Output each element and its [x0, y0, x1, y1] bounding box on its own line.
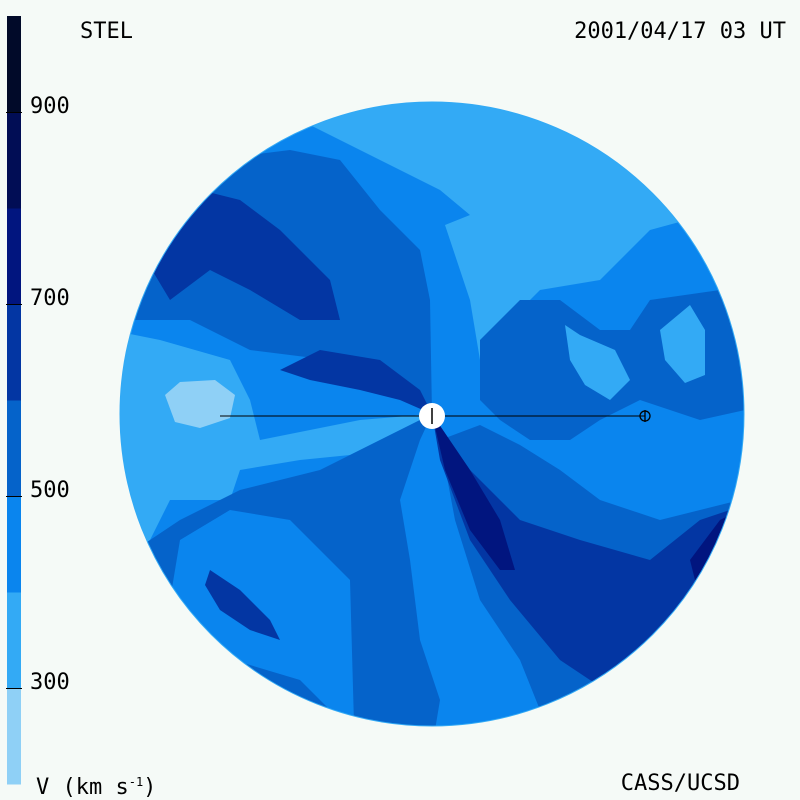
colorbar-unit-label: V (km s-1) [36, 770, 156, 800]
colorbar-tick-mark [6, 112, 22, 113]
colorbar-segment-2 [7, 496, 21, 593]
colorbar-tick-mark [6, 496, 22, 497]
station-label: STEL [80, 19, 133, 44]
speed-region-600-700-d [205, 570, 280, 640]
colorbar-tick-label: 300 [30, 670, 70, 695]
speed-region-300-400-pocket-b [565, 325, 630, 400]
colorbar [7, 16, 21, 785]
colorbar-tick-label: 700 [30, 286, 70, 311]
colorbar-segment-7 [7, 16, 21, 113]
colorbar-segment-3 [7, 400, 21, 497]
disk-outline [119, 101, 745, 727]
speed-region-200-300-a [165, 380, 235, 428]
colorbar-segment-5 [7, 208, 21, 305]
colorbar-tick-label: 900 [30, 94, 70, 119]
speed-region-600-700-a [140, 190, 340, 320]
colorbar-segment-4 [7, 304, 21, 401]
earth-marker [639, 410, 651, 422]
speed-region-600-700-b [280, 350, 432, 414]
speed-region-700-800-a [432, 414, 515, 570]
colorbar-tick-label: 500 [30, 478, 70, 503]
unit-exponent: -1 [128, 775, 144, 789]
colorbar-tick-mark [6, 688, 22, 689]
credit-label: CASS/UCSD [620, 771, 740, 796]
unit-close: ) [143, 775, 157, 800]
colorbar-segment-0 [7, 688, 21, 785]
colorbar-segment-6 [7, 112, 21, 209]
unit-text: V (km s [36, 775, 129, 800]
timestamp-label: 2001/04/17 03 UT [574, 19, 786, 44]
colorbar-tick-mark [6, 304, 22, 305]
speed-region-300-400-pocket [660, 305, 705, 383]
colorbar-segment-1 [7, 592, 21, 689]
